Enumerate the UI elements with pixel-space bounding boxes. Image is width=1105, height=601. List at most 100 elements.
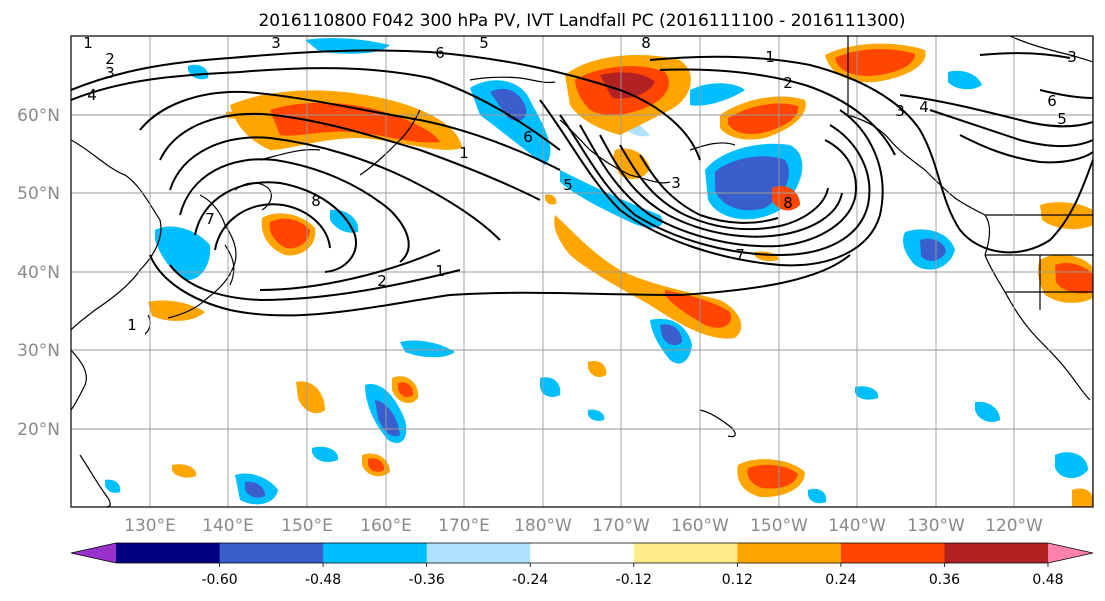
anomaly-positive	[368, 458, 385, 472]
contour-label: 5	[563, 176, 573, 194]
lat-label: 20°N	[17, 420, 60, 440]
colorbar-segment	[944, 543, 1049, 563]
lon-label: 130°E	[124, 516, 176, 536]
contour-label: 5	[479, 34, 489, 52]
colorbar-tick-label: 0.12	[722, 572, 753, 588]
contour-label: 8	[311, 192, 321, 210]
lon-label: 130°W	[907, 516, 965, 536]
anomaly-positive	[545, 194, 557, 205]
latitude-labels: 60°N 50°N 40°N 30°N 20°N	[17, 106, 60, 440]
contour-label: 7	[735, 246, 745, 264]
anomaly-negative	[470, 80, 551, 165]
contour-label: 4	[919, 98, 929, 116]
anomaly-positive	[728, 103, 799, 134]
contour-label: 6	[435, 44, 445, 62]
contour-label: 2	[105, 50, 115, 68]
map-panel: 1 2 3 4 3 6 5 8 1 2 3 4 5 6 3 1 6 5 8 7	[70, 34, 1094, 508]
anomaly-negative	[490, 88, 527, 121]
anomaly-negative	[155, 226, 211, 281]
anomaly-negative	[808, 488, 827, 504]
contour-label: 3	[271, 34, 281, 52]
contour-label: 3	[1067, 48, 1077, 66]
contour-label: 3	[671, 174, 681, 192]
contour-label: 7	[205, 210, 215, 228]
anomaly-positive	[172, 464, 197, 478]
anomaly-negative	[920, 238, 946, 261]
lon-label: 140°W	[828, 516, 886, 536]
anomaly-positive	[835, 49, 915, 76]
colorbar-tick-label: -0.12	[616, 572, 652, 588]
lon-label: 150°W	[750, 516, 808, 536]
colorbar-tick-label: 0.48	[1032, 572, 1063, 588]
colorbar: -0.60 -0.48 -0.36 -0.24 -0.12 0.12 0.24 0.36 0.4…	[70, 542, 1094, 588]
colorbar-tick-label: 0.36	[929, 572, 960, 588]
graticule	[71, 36, 1093, 507]
anomaly-positive	[270, 102, 440, 143]
contour-label: 4	[87, 86, 97, 104]
anomaly-negative	[588, 409, 605, 421]
anomaly-positive	[1055, 263, 1093, 294]
contour-label: 1	[459, 144, 469, 162]
anomaly-negative	[1055, 452, 1088, 479]
anomaly-positive	[269, 218, 310, 249]
contour-label: 1	[435, 262, 445, 280]
anomaly-positive	[600, 72, 655, 99]
longitude-labels: 130°E 140°E 150°E 160°E 170°E 180°W 170°…	[124, 516, 1043, 536]
anomaly-negative	[105, 479, 121, 493]
anomaly-positive	[747, 464, 798, 489]
colorbar-outline	[70, 542, 1094, 564]
colorbar-segment	[633, 543, 738, 563]
anomaly-negative	[715, 156, 789, 211]
colorbar-segment	[840, 543, 945, 563]
lon-label: 170°E	[438, 516, 490, 536]
contour-label: 1	[765, 48, 775, 66]
contour-label: 6	[1047, 92, 1057, 110]
anomaly-negative	[400, 340, 455, 358]
anomaly-negative	[690, 83, 745, 106]
lon-label: 120°W	[985, 516, 1043, 536]
contour-label: 3	[895, 102, 905, 120]
colorbar-extend-high	[1048, 543, 1093, 563]
lon-label: 160°E	[360, 516, 412, 536]
plot-title: 2016110800 F042 300 hPa PV, IVT Landfall…	[258, 11, 905, 31]
contour-label: 8	[641, 34, 651, 52]
colorbar-segment	[530, 543, 635, 563]
colorbar-segment	[737, 543, 842, 563]
lat-label: 50°N	[17, 184, 60, 204]
contour-label: 6	[523, 128, 533, 146]
lon-label: 150°E	[281, 516, 333, 536]
anomaly-negative	[375, 400, 400, 437]
contour-label: 1	[83, 34, 93, 52]
anomaly-negative	[560, 170, 663, 228]
lon-label: 140°E	[202, 516, 254, 536]
contour-label: 3	[105, 64, 115, 82]
anomaly-positive	[148, 300, 205, 321]
contour-label: 2	[377, 272, 387, 290]
lon-label: 160°W	[671, 516, 729, 536]
lon-label: 170°W	[592, 516, 650, 536]
anomaly-positive	[398, 382, 414, 398]
contour-label: 5	[1057, 110, 1067, 128]
lat-label: 30°N	[17, 341, 60, 361]
anomaly-positive	[665, 290, 732, 328]
anomaly-negative	[540, 377, 561, 397]
colorbar-segment	[426, 543, 531, 563]
colorbar-segment	[116, 543, 221, 563]
anomaly-positive	[296, 381, 325, 414]
anomaly-positive	[1072, 488, 1093, 507]
colorbar-extend-low	[71, 543, 116, 563]
contour-label: 8	[783, 194, 793, 212]
colorbar-tick-label: -0.48	[305, 572, 341, 588]
colorbar-segment	[323, 543, 428, 563]
colorbar-tick-label: -0.36	[409, 572, 445, 588]
lon-label: 180°W	[514, 516, 572, 536]
colorbar-tick-label: 0.24	[825, 572, 856, 588]
lat-label: 40°N	[17, 263, 60, 283]
contour-label: 1	[127, 316, 137, 334]
anomaly-negative	[245, 481, 266, 498]
pv-contours	[71, 49, 1093, 317]
lat-label: 60°N	[17, 106, 60, 126]
anomaly-negative	[948, 70, 982, 90]
colorbar-segment	[219, 543, 324, 563]
